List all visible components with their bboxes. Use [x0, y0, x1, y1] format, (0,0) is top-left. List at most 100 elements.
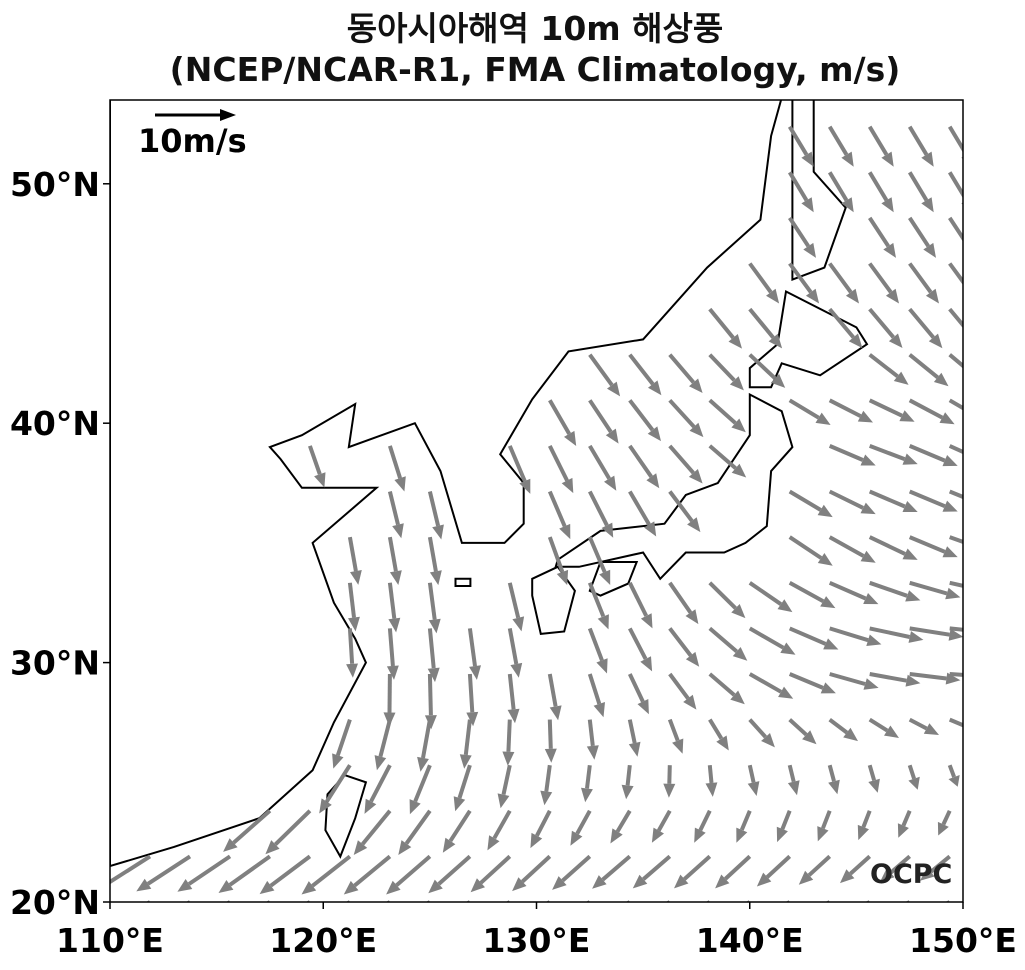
wind-vector-shaft	[628, 353, 655, 386]
wind-vector-head	[863, 678, 879, 690]
wind-vector-head	[860, 550, 876, 563]
wind-vector-head	[596, 658, 608, 674]
wind-vector-head	[685, 609, 699, 625]
wind-vector-shaft	[668, 490, 694, 523]
wind-vector-head	[453, 796, 466, 812]
wind-vector	[748, 672, 794, 699]
wind-vector-shaft	[889, 854, 912, 875]
wind-vector-shaft	[948, 717, 963, 728]
wind-vector	[908, 262, 939, 304]
wind-vector-head	[728, 334, 742, 349]
wind-vector-shaft	[907, 125, 929, 156]
wind-vector-head	[223, 838, 238, 852]
wind-vector	[668, 444, 703, 484]
wind-vector	[787, 764, 800, 796]
wind-vector	[787, 171, 814, 213]
wind-vector-head	[621, 784, 634, 800]
wind-vector	[827, 171, 854, 213]
wind-vector-shaft	[615, 809, 632, 833]
wind-vector-head	[530, 832, 543, 849]
wind-vector-head	[540, 790, 553, 806]
wind-vector-shaft	[708, 626, 739, 654]
wind-vector	[427, 536, 442, 586]
wind-vector	[383, 673, 396, 727]
wind-vector-head	[948, 628, 963, 641]
wind-vector-shaft	[656, 809, 672, 832]
wind-vector-head	[432, 524, 444, 540]
wind-vector	[788, 718, 817, 745]
wind-vector-head	[507, 708, 520, 724]
wind-vector-shaft	[909, 672, 947, 681]
wind-vector	[427, 491, 444, 540]
y-tick-label: 40°N	[10, 404, 100, 443]
wind-vector-shaft	[947, 125, 963, 153]
wind-vector-head	[843, 727, 858, 742]
wind-vector-head	[778, 686, 794, 699]
wind-vector	[544, 719, 557, 763]
wind-vector-shaft	[825, 900, 830, 902]
wind-vector-shaft	[506, 719, 512, 752]
wind-vector-shaft	[788, 672, 824, 690]
wind-vector	[427, 582, 441, 634]
wind-vector	[747, 764, 760, 796]
wind-vector	[748, 353, 786, 388]
wind-vector	[828, 398, 873, 423]
wind-vector-head	[860, 502, 876, 515]
wind-vector	[708, 581, 746, 619]
wind-vector	[840, 854, 872, 884]
wind-vector-head	[374, 755, 387, 771]
wind-vector	[829, 626, 882, 646]
wind-vector-shaft	[625, 764, 632, 786]
wind-vector-head	[628, 741, 641, 757]
wind-vector-shaft	[667, 765, 672, 784]
wind-vector	[547, 673, 562, 721]
wind-vector-head	[466, 711, 479, 727]
wind-vector	[301, 854, 352, 895]
wind-vector-head	[705, 782, 718, 797]
wind-vector-shaft	[828, 444, 864, 462]
wind-vector-shaft	[421, 719, 432, 759]
wind-vector-shaft	[867, 125, 889, 156]
wind-vector	[908, 398, 955, 425]
wind-vector	[587, 627, 608, 674]
wind-vector-head	[427, 667, 440, 683]
wind-vector-head	[502, 751, 515, 766]
wind-vector-head	[986, 670, 1000, 682]
wind-vector-head	[942, 546, 958, 558]
wind-vector-shaft	[628, 490, 651, 526]
wind-vector-head	[586, 745, 599, 760]
wind-vector-head	[383, 712, 396, 727]
wind-vector-shaft	[907, 764, 917, 780]
wind-vector-head	[570, 830, 583, 846]
wind-vector-shaft	[547, 536, 565, 573]
wind-vector	[788, 216, 816, 258]
wind-vector	[548, 445, 574, 494]
wind-vector-shaft	[788, 489, 822, 512]
wind-vector-shaft	[867, 171, 889, 202]
wind-vector-shaft	[665, 900, 670, 902]
wind-vector-shaft	[146, 854, 192, 886]
wind-vector	[788, 535, 833, 566]
wind-vector-head	[964, 721, 979, 732]
wind-vector-shaft	[908, 216, 930, 248]
wind-vector-head	[980, 414, 995, 426]
wind-vector-shaft	[361, 809, 392, 846]
wind-vector-head	[332, 753, 344, 769]
wind-vector-shaft	[829, 626, 869, 643]
wind-vector-shaft	[828, 580, 867, 601]
wind-vector	[788, 489, 833, 518]
y-tick-label: 50°N	[10, 165, 100, 204]
wind-vector-shaft	[861, 810, 872, 828]
wind-vector-shaft	[909, 626, 950, 637]
wind-vector-head	[770, 373, 786, 388]
wind-vector	[947, 171, 963, 205]
wind-vector-head	[857, 824, 869, 841]
wind-vector	[502, 719, 515, 766]
wind-vector	[259, 854, 312, 895]
wind-vector-shaft	[335, 718, 352, 757]
wind-vector-shaft	[228, 854, 272, 887]
wind-vector-head	[581, 787, 593, 803]
wind-vector-head	[716, 735, 729, 751]
wind-vector	[947, 125, 963, 160]
coastlines	[110, 100, 869, 868]
